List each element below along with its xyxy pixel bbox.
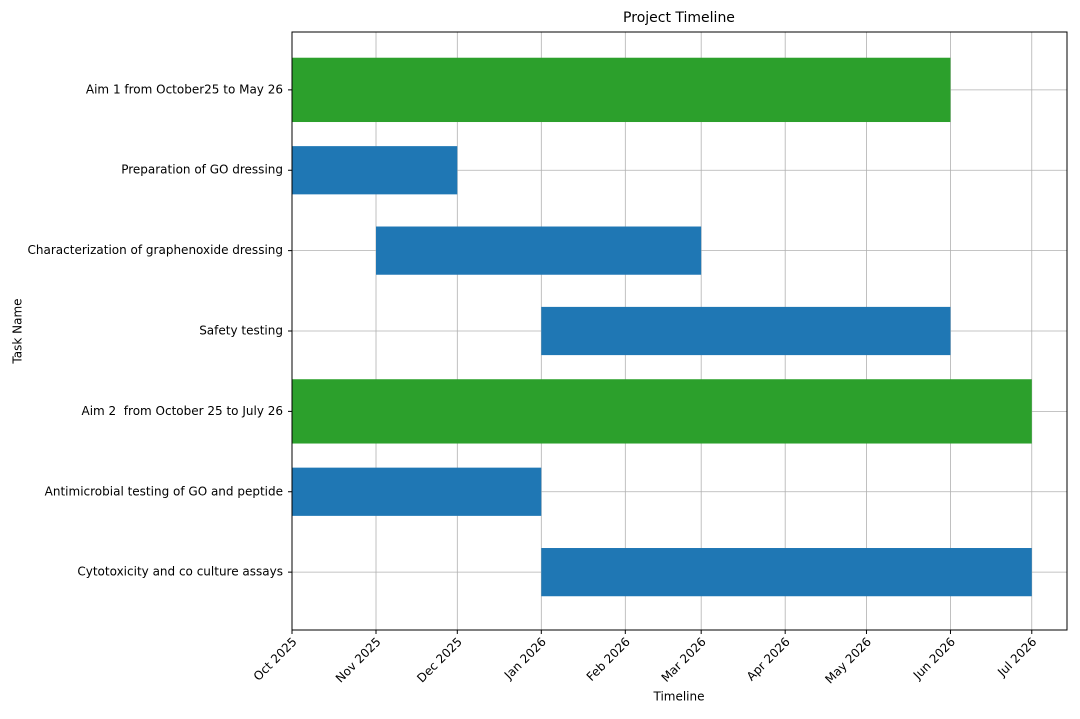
x-tick-label: Jul 2026 (994, 635, 1039, 680)
x-axis-label: Timeline (652, 690, 704, 704)
y-tick-label: Safety testing (199, 324, 283, 338)
x-tick-label: Jan 2026 (501, 635, 549, 683)
bar (292, 146, 458, 195)
x-tick-label: Oct 2025 (251, 635, 300, 684)
y-axis-label: Task Name (11, 298, 25, 364)
bar (541, 306, 951, 356)
y-tick-label: Cytotoxicity and co culture assays (77, 565, 283, 579)
plot-frame (291, 31, 1068, 631)
y-tick-label: Aim 2 from October 25 to July 26 (82, 404, 284, 418)
x-tick-label: Nov 2025 (333, 635, 384, 686)
bar (292, 467, 542, 516)
bar (541, 548, 1032, 597)
x-tick-label: Feb 2026 (584, 635, 633, 684)
chart-title: Project Timeline (623, 10, 735, 26)
x-tick-label: Apr 2026 (744, 635, 793, 684)
y-tick-label: Preparation of GO dressing (121, 163, 283, 177)
bar (292, 379, 1032, 444)
y-tick-label: Characterization of graphenoxide dressin… (28, 243, 283, 257)
y-tick-label: Antimicrobial testing of GO and peptide (45, 484, 283, 498)
bar (376, 226, 702, 275)
x-tick-label: Dec 2025 (414, 635, 465, 686)
y-tick-label: Aim 1 from October25 to May 26 (86, 82, 283, 96)
x-tick-label: May 2026 (822, 635, 874, 687)
x-tick-label: Jun 2026 (910, 635, 958, 683)
x-tick-label: Mar 2026 (659, 635, 709, 685)
bar (292, 57, 951, 123)
